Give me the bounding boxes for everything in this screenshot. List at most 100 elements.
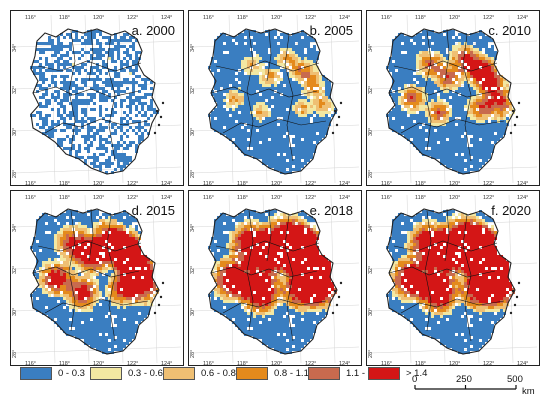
island bbox=[514, 304, 516, 306]
lon-tick-label: 124° bbox=[517, 195, 528, 201]
land-use-raster bbox=[30, 210, 159, 354]
lon-tick-label: 120° bbox=[93, 181, 104, 187]
lon-tick-label: 118° bbox=[237, 195, 248, 201]
island bbox=[338, 296, 340, 298]
panel-title: b. 2005 bbox=[310, 23, 353, 38]
scale-bar: 0 250 500 km bbox=[412, 375, 537, 399]
land-use-raster bbox=[30, 30, 159, 174]
land-use-raster bbox=[208, 210, 337, 354]
island bbox=[514, 124, 516, 126]
legend-item-3: 0.8 - 1.1 bbox=[236, 366, 309, 380]
legend-swatch-2 bbox=[163, 367, 195, 380]
lon-tick-label: 116° bbox=[203, 195, 214, 201]
lon-tick-label: 120° bbox=[271, 15, 282, 21]
island bbox=[336, 304, 338, 306]
land-use-raster bbox=[386, 210, 515, 354]
lat-tick-label: 34° bbox=[190, 44, 196, 52]
lat-tick-label: 28° bbox=[190, 350, 196, 358]
panel-title: c. 2010 bbox=[488, 23, 531, 38]
lon-tick-label: 116° bbox=[203, 181, 214, 187]
map-panel-4: 116°116°118°118°120°120°122°122°124°124°… bbox=[10, 190, 184, 366]
lon-tick-label: 116° bbox=[25, 195, 36, 201]
lon-tick-label: 118° bbox=[59, 15, 70, 21]
lat-tick-label: 30° bbox=[190, 128, 196, 136]
legend-label-0: 0 - 0.3 bbox=[58, 368, 85, 379]
island bbox=[334, 110, 336, 112]
lon-tick-label: 122° bbox=[483, 181, 494, 187]
island bbox=[338, 116, 340, 118]
lat-tick-label: 32° bbox=[368, 86, 374, 94]
legend-swatch-4 bbox=[308, 367, 340, 380]
lon-tick-label: 122° bbox=[127, 181, 138, 187]
lat-tick-label: 34° bbox=[368, 44, 374, 52]
island bbox=[160, 296, 162, 298]
scale-start: 0 bbox=[412, 374, 417, 385]
lon-tick-label: 116° bbox=[381, 181, 392, 187]
lon-tick-label: 116° bbox=[25, 15, 36, 21]
lat-tick-label: 32° bbox=[190, 266, 196, 274]
lat-tick-label: 28° bbox=[190, 170, 196, 178]
island bbox=[156, 110, 158, 112]
island bbox=[516, 116, 518, 118]
lon-tick-label: 118° bbox=[59, 181, 70, 187]
lat-tick-label: 34° bbox=[368, 224, 374, 232]
island bbox=[340, 282, 342, 284]
island bbox=[512, 290, 514, 292]
lon-tick-label: 120° bbox=[449, 195, 460, 201]
lon-tick-label: 118° bbox=[237, 181, 248, 187]
island bbox=[156, 290, 158, 292]
lon-tick-label: 120° bbox=[271, 181, 282, 187]
lat-tick-label: 34° bbox=[12, 224, 18, 232]
map-panel-6: 116°116°118°118°120°120°122°122°124°124°… bbox=[366, 190, 540, 366]
lon-tick-label: 124° bbox=[161, 195, 172, 201]
lon-tick-label: 116° bbox=[381, 195, 392, 201]
panel-title: a. 2000 bbox=[132, 23, 175, 38]
scale-unit: km bbox=[522, 386, 535, 397]
scale-mid: 250 bbox=[456, 374, 472, 385]
island bbox=[518, 282, 520, 284]
legend-swatch-5 bbox=[368, 367, 400, 380]
lat-tick-label: 34° bbox=[12, 44, 18, 52]
legend-swatch-1 bbox=[90, 367, 122, 380]
lon-tick-label: 122° bbox=[305, 195, 316, 201]
lat-tick-label: 30° bbox=[12, 308, 18, 316]
panel-title: e. 2018 bbox=[310, 203, 353, 218]
island bbox=[332, 132, 334, 134]
lon-tick-label: 118° bbox=[415, 195, 426, 201]
lat-tick-label: 34° bbox=[190, 224, 196, 232]
land-use-raster bbox=[208, 30, 337, 174]
island bbox=[516, 296, 518, 298]
lat-tick-label: 32° bbox=[12, 86, 18, 94]
island bbox=[162, 282, 164, 284]
lon-tick-label: 124° bbox=[339, 195, 350, 201]
lon-tick-label: 124° bbox=[517, 15, 528, 21]
lon-tick-label: 124° bbox=[339, 181, 350, 187]
lon-tick-label: 116° bbox=[381, 15, 392, 21]
lat-tick-label: 28° bbox=[12, 350, 18, 358]
lon-tick-label: 120° bbox=[449, 15, 460, 21]
legend-item-2: 0.6 - 0.8 bbox=[163, 366, 236, 380]
island bbox=[332, 312, 334, 314]
panel-title: f. 2020 bbox=[491, 203, 531, 218]
lat-tick-label: 32° bbox=[12, 266, 18, 274]
lon-tick-label: 122° bbox=[127, 195, 138, 201]
lat-tick-label: 32° bbox=[368, 266, 374, 274]
map-panel-5: 116°116°118°118°120°120°122°122°124°124°… bbox=[188, 190, 362, 366]
map-panel-3: 116°116°118°118°120°120°122°122°124°124°… bbox=[366, 10, 540, 186]
panel-title: d. 2015 bbox=[132, 203, 175, 218]
lon-tick-label: 120° bbox=[93, 15, 104, 21]
lon-tick-label: 120° bbox=[271, 195, 282, 201]
legend-swatch-0 bbox=[20, 367, 52, 380]
island bbox=[158, 124, 160, 126]
lon-tick-label: 124° bbox=[161, 15, 172, 21]
lon-tick-label: 116° bbox=[203, 15, 214, 21]
lon-tick-label: 118° bbox=[415, 15, 426, 21]
land-use-raster bbox=[386, 30, 515, 174]
island bbox=[158, 304, 160, 306]
lat-tick-label: 30° bbox=[12, 128, 18, 136]
island bbox=[512, 110, 514, 112]
map-panel-1: 116°116°118°118°120°120°122°122°124°124°… bbox=[10, 10, 184, 186]
island bbox=[154, 312, 156, 314]
legend-label-1: 0.3 - 0.6 bbox=[128, 368, 163, 379]
